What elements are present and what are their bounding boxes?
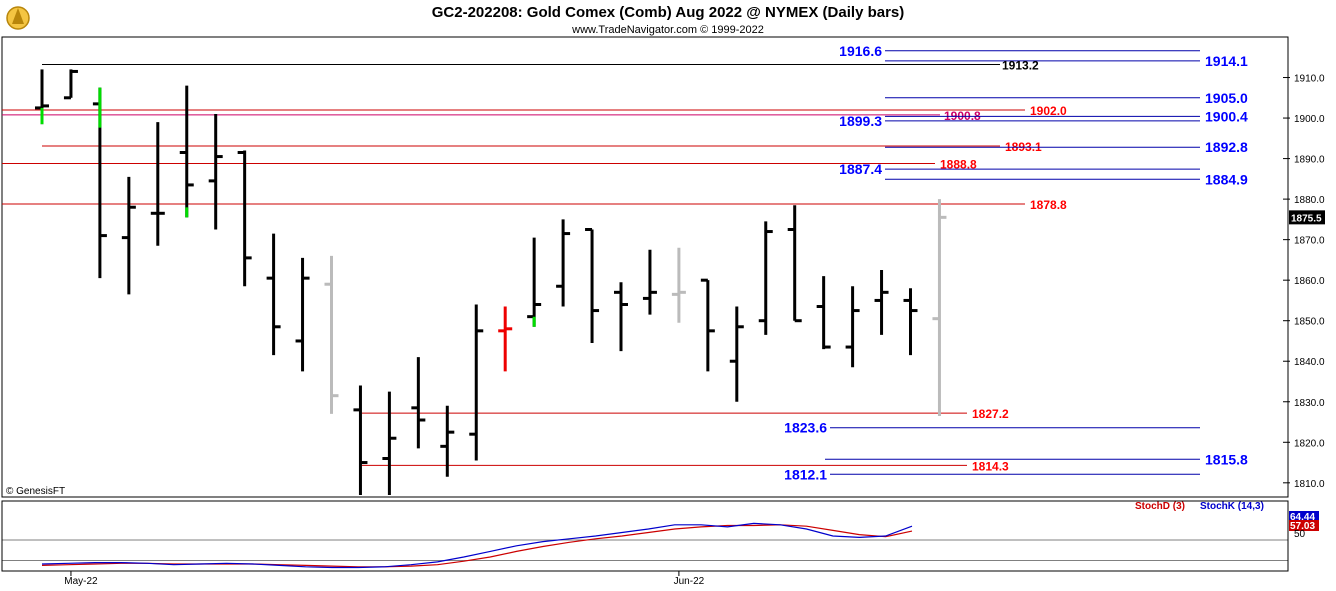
y-tick-label: 1820.0 — [1294, 438, 1325, 449]
support-resistance-levels: 1916.6 1914.1 1913.2 1905.0 1902.0 1900.8 1900… — [2, 43, 1248, 482]
level-label: 1815.8 — [1205, 451, 1248, 467]
stoch-legend-item: StochD (3) — [1135, 501, 1185, 512]
ohlc-bars — [35, 69, 947, 495]
y-tick-label: 1840.0 — [1294, 357, 1325, 368]
date-axis: May-22 Jun-22 — [64, 571, 705, 587]
y-tick-label: 1860.0 — [1294, 276, 1325, 287]
stoch-d-value: 57.03 — [1290, 521, 1315, 532]
level-label: 1916.6 — [839, 43, 882, 59]
y-tick-label: 1850.0 — [1294, 317, 1325, 328]
stoch-legend-item: StochK (14,3) — [1200, 501, 1264, 512]
y-tick-label: 1890.0 — [1294, 155, 1325, 166]
level-label: 1913.2 — [1002, 59, 1039, 73]
level-label: 1823.6 — [784, 420, 827, 436]
stoch-k-line — [41, 522, 913, 569]
level-label: 1888.8 — [940, 157, 977, 171]
last-price-label: 1875.5 — [1291, 213, 1322, 224]
level-label: 1887.4 — [839, 161, 882, 177]
level-label: 1899.3 — [839, 113, 882, 129]
last-price-box — [1289, 210, 1325, 225]
stochastic-panel — [1, 500, 1289, 572]
level-label: 1892.8 — [1205, 139, 1248, 155]
level-label: 1878.8 — [1030, 198, 1067, 212]
y-tick-label: 1870.0 — [1294, 236, 1325, 247]
y-tick-label: 1880.0 — [1294, 195, 1325, 206]
level-label: 1905.0 — [1205, 90, 1248, 106]
chart-title: GC2-202208: Gold Comex (Comb) Aug 2022 @… — [432, 4, 905, 21]
level-label: 1884.9 — [1205, 171, 1248, 187]
price-axis: 1910.0 1900.0 1890.0 1880.0 1870.0 1860.0 1850… — [1283, 74, 1325, 490]
level-label: 1827.2 — [972, 407, 1009, 421]
x-tick-label: May-22 — [64, 576, 98, 587]
y-tick-label: 1810.0 — [1294, 479, 1325, 490]
stoch-k-value: 64.44 — [1290, 512, 1315, 523]
y-tick-label: 1830.0 — [1294, 398, 1325, 409]
level-label: 1812.1 — [784, 466, 827, 482]
y-tick-label: 1900.0 — [1294, 114, 1325, 125]
level-label: 1900.4 — [1205, 108, 1248, 124]
logo-icon — [6, 6, 30, 30]
stoch-k-box — [1289, 511, 1319, 522]
level-label: 1900.8 — [944, 109, 981, 123]
level-label: 1914.1 — [1205, 53, 1248, 69]
stoch-tick-label: 50 — [1294, 529, 1306, 540]
watermark: © GenesisFT — [6, 486, 65, 497]
level-label: 1902.0 — [1030, 104, 1067, 118]
x-tick-label: Jun-22 — [674, 576, 705, 587]
chart-subtitle: www.TradeNavigator.com © 1999-2022 — [571, 24, 764, 36]
y-tick-label: 1910.0 — [1294, 74, 1325, 85]
level-label: 1814.3 — [972, 459, 1009, 473]
price-panel — [1, 36, 1289, 498]
stoch-d-box — [1289, 520, 1319, 531]
